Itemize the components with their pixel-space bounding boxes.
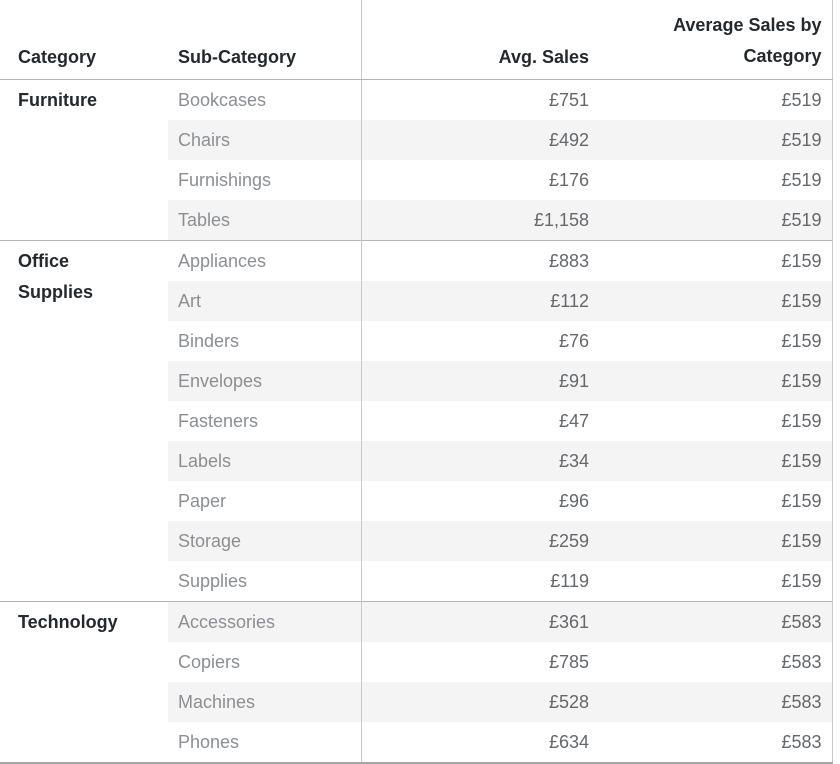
subcategory-cell[interactable]: Envelopes [168, 361, 362, 401]
category-avg-cell[interactable]: £583 [597, 722, 833, 763]
avg-sales-cell[interactable]: £361 [361, 601, 597, 642]
avg-sales-cell[interactable]: £634 [361, 722, 597, 763]
avg-sales-cell[interactable]: £76 [361, 321, 597, 361]
table-row: Art £112 £159 [0, 281, 833, 321]
column-header-category-avg[interactable]: Average Sales by Category [597, 0, 833, 80]
avg-sales-cell[interactable]: £91 [361, 361, 597, 401]
avg-sales-cell[interactable]: £34 [361, 441, 597, 481]
avg-sales-cell[interactable]: £96 [361, 481, 597, 521]
category-avg-cell[interactable]: £159 [597, 240, 833, 281]
category-cell[interactable]: Furniture [0, 79, 168, 241]
table-row: Office Supplies Appliances £883 £159 [0, 240, 833, 602]
category-label: Furniture [18, 90, 97, 110]
category-cell[interactable]: Technology [0, 601, 168, 763]
subcategory-cell[interactable]: Labels [168, 441, 362, 481]
category-avg-cell[interactable]: £519 [597, 160, 833, 200]
avg-sales-cell[interactable]: £47 [361, 401, 597, 441]
avg-sales-cell[interactable]: £492 [361, 120, 597, 160]
column-header-category[interactable]: Category [0, 0, 168, 80]
subcategory-cell[interactable]: Supplies [168, 561, 362, 602]
avg-sales-cell[interactable]: £883 [361, 240, 597, 281]
table-header: Category Sub-Category Avg. Sales Average… [0, 0, 833, 80]
avg-sales-cell[interactable]: £112 [361, 281, 597, 321]
column-header-category-avg-label: Average Sales by Category [673, 15, 822, 66]
subcategory-cell[interactable]: Binders [168, 321, 362, 361]
table-row: Machines £528 £583 [0, 682, 833, 722]
avg-sales-cell[interactable]: £751 [361, 79, 597, 120]
table-row: Chairs £492 £519 [0, 120, 833, 160]
subcategory-cell[interactable]: Art [168, 281, 362, 321]
table-row: Copiers £785 £583 [0, 642, 833, 682]
category-avg-cell[interactable]: £159 [597, 321, 833, 361]
table-row: Phones £634 £583 [0, 722, 833, 763]
table-row: Furniture Bookcases £751 £519 [0, 79, 833, 241]
category-label: Technology [18, 612, 118, 632]
column-header-subcategory[interactable]: Sub-Category [168, 0, 362, 80]
avg-sales-cell[interactable]: £119 [361, 561, 597, 602]
avg-sales-cell[interactable]: £259 [361, 521, 597, 561]
table-row: Tables £1,158 £519 [0, 200, 833, 241]
table-row: Fasteners £47 £159 [0, 401, 833, 441]
table-body: Furniture Bookcases £751 £519 Chairs £492 £519… [0, 79, 833, 763]
category-avg-cell[interactable]: £519 [597, 120, 833, 160]
header-row: Category Sub-Category Avg. Sales Average… [0, 0, 833, 80]
table-row: Envelopes £91 £159 [0, 361, 833, 401]
subcategory-cell[interactable]: Paper [168, 481, 362, 521]
table-row: Labels £34 £159 [0, 441, 833, 481]
category-avg-cell[interactable]: £159 [597, 401, 833, 441]
category-cell[interactable]: Office Supplies [0, 240, 168, 602]
category-label: Office Supplies [18, 251, 94, 302]
table-row: Storage £259 £159 [0, 521, 833, 561]
subcategory-cell[interactable]: Bookcases [168, 79, 362, 120]
subcategory-cell[interactable]: Fasteners [168, 401, 362, 441]
subcategory-cell[interactable]: Appliances [168, 240, 362, 281]
subcategory-cell[interactable]: Furnishings [168, 160, 362, 200]
subcategory-cell[interactable]: Chairs [168, 120, 362, 160]
table-row: Supplies £119 £159 [0, 561, 833, 602]
subcategory-cell[interactable]: Tables [168, 200, 362, 241]
category-avg-cell[interactable]: £159 [597, 361, 833, 401]
category-avg-cell[interactable]: £159 [597, 281, 833, 321]
column-header-avg-sales[interactable]: Avg. Sales [361, 0, 597, 80]
category-avg-cell[interactable]: £583 [597, 682, 833, 722]
avg-sales-cell[interactable]: £528 [361, 682, 597, 722]
category-avg-cell[interactable]: £159 [597, 521, 833, 561]
category-avg-cell[interactable]: £159 [597, 481, 833, 521]
category-avg-cell[interactable]: £159 [597, 441, 833, 481]
subcategory-cell[interactable]: Machines [168, 682, 362, 722]
category-avg-cell[interactable]: £519 [597, 79, 833, 120]
category-avg-cell[interactable]: £583 [597, 601, 833, 642]
category-avg-cell[interactable]: £519 [597, 200, 833, 241]
table-row: Binders £76 £159 [0, 321, 833, 361]
avg-sales-cell[interactable]: £785 [361, 642, 597, 682]
subcategory-cell[interactable]: Phones [168, 722, 362, 763]
subcategory-cell[interactable]: Copiers [168, 642, 362, 682]
table-row: Paper £96 £159 [0, 481, 833, 521]
subcategory-cell[interactable]: Accessories [168, 601, 362, 642]
avg-sales-cell[interactable]: £176 [361, 160, 597, 200]
category-avg-cell[interactable]: £159 [597, 561, 833, 602]
category-avg-cell[interactable]: £583 [597, 642, 833, 682]
table-row: Furnishings £176 £519 [0, 160, 833, 200]
subcategory-cell[interactable]: Storage [168, 521, 362, 561]
table-row: Technology Accessories £361 £583 [0, 601, 833, 763]
avg-sales-cell[interactable]: £1,158 [361, 200, 597, 241]
